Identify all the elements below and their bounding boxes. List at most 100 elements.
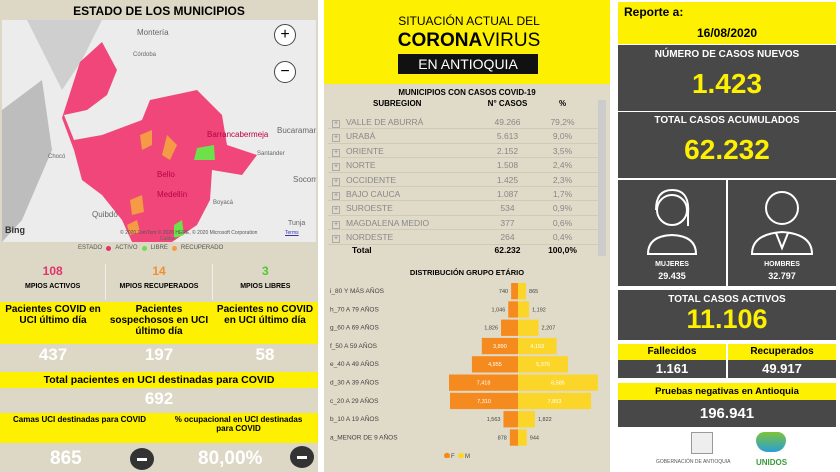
table-row[interactable]: + ORIENTE 2.152 3,5% <box>328 144 598 159</box>
expand-icon[interactable]: + <box>332 220 340 229</box>
pct-cell: 1,7% <box>552 188 573 199</box>
legend-m: M <box>465 454 470 458</box>
fallecidos-value: 1.161 <box>618 360 726 378</box>
map-label: Medellín <box>157 190 188 199</box>
subregion-table: SUBREGION N° CASOS % + VALLE DE ABURRÁ 49.… <box>328 99 598 255</box>
sea-area-north <box>27 20 102 90</box>
zoom-out-button[interactable]: − <box>274 61 296 83</box>
expand-icon[interactable]: + <box>332 134 340 143</box>
legend-f: F <box>451 454 455 458</box>
bar-m[interactable] <box>518 429 527 446</box>
subregion-name: NORTE <box>346 160 376 171</box>
table-row[interactable]: + NORDESTE 264 0,4% <box>328 230 598 245</box>
total-casos: 62.232 <box>494 244 521 255</box>
bar-f[interactable] <box>501 319 518 336</box>
hombres-label: HOMBRES <box>764 261 800 268</box>
bar-m[interactable] <box>518 319 539 336</box>
bar-m[interactable] <box>518 301 530 318</box>
category-label: d_30 A 39 AÑOS <box>330 378 379 387</box>
expand-icon[interactable]: + <box>332 120 340 128</box>
data-label-f: 1,826 <box>484 326 498 332</box>
bar-m[interactable] <box>518 337 557 355</box>
bar-f[interactable] <box>509 429 518 446</box>
map-label: Quibdó <box>92 210 118 219</box>
subregion-cell: + BAJO CAUCA <box>328 187 480 200</box>
camas-value: 865 <box>50 448 82 469</box>
bar-f[interactable] <box>471 356 518 373</box>
bar-f[interactable] <box>481 337 518 355</box>
bar-f[interactable] <box>511 283 518 300</box>
pct-cell: 79,2% <box>550 117 575 127</box>
map-label: Santander <box>257 151 285 157</box>
expand-icon[interactable]: + <box>332 177 340 186</box>
expand-icon[interactable]: + <box>332 235 340 244</box>
legend-f-icon <box>444 452 450 458</box>
table-row[interactable]: + VALLE DE ABURRÁ 49.266 79,2% <box>328 115 598 130</box>
expand-icon[interactable]: + <box>332 148 340 157</box>
pct-cell: 0,6% <box>552 217 573 228</box>
bar-m[interactable] <box>518 283 527 300</box>
casos-cell: 1.425 <box>496 174 519 185</box>
table-scrollbar[interactable] <box>598 100 606 256</box>
table-row[interactable]: + SUROESTE 534 0,9% <box>328 201 598 216</box>
table-row[interactable]: + MAGDALENA MEDIO 377 0,6% <box>328 216 598 231</box>
mpios-stats: 108 MPIOS ACTIVOS 14 MPIOS RECUPERADOS 3 MP… <box>0 264 318 300</box>
mpios-recuperados-label: MPIOS RECUPERADOS <box>119 283 199 290</box>
middle-panel: SITUACIÓN ACTUAL DEL CORONAVIRUS EN ANTI… <box>324 0 610 472</box>
data-label-m: 5,376 <box>536 362 550 368</box>
pct-cell: 0,4% <box>552 232 573 243</box>
col-subregion[interactable]: SUBREGION <box>373 99 422 108</box>
legend-recuperado: RECUPERADO <box>180 245 224 251</box>
casos-cell: 2.152 <box>496 145 519 156</box>
subregion-cell: + VALLE DE ABURRÁ <box>328 115 480 128</box>
category-label: f_50 A 59 AÑOS <box>330 341 378 350</box>
bar-m[interactable] <box>518 374 598 391</box>
map-label: Bello <box>157 170 175 179</box>
table-row[interactable]: + OCCIDENTE 1.425 2,3% <box>328 173 598 187</box>
zoom-in-button[interactable]: + <box>274 24 296 46</box>
subregion-name: MAGDALENA MEDIO <box>346 217 430 228</box>
bar-f[interactable] <box>508 301 518 318</box>
pruebas-value: 196.941 <box>618 400 836 427</box>
table-row[interactable]: + BAJO CAUCA 1.087 1,7% <box>328 187 598 202</box>
man-icon <box>750 191 814 255</box>
map-label: Boyacá <box>213 200 234 206</box>
total-uci-label: Total pacientes en UCI destinadas para C… <box>0 372 318 388</box>
bar-m[interactable] <box>518 356 569 373</box>
mpios-activos-label: MPIOS ACTIVOS <box>24 283 81 290</box>
bar-f[interactable] <box>448 374 518 391</box>
nuevos-value: 1.423 <box>691 68 763 99</box>
data-label-f: 7,310 <box>477 399 491 405</box>
legend-m-icon <box>458 452 464 458</box>
col-pct[interactable]: % <box>558 99 567 108</box>
expand-icon[interactable]: + <box>332 191 340 200</box>
libre-areas <box>174 145 215 238</box>
fallecidos-label: Fallecidos <box>618 344 726 360</box>
bar-f[interactable] <box>450 392 518 410</box>
uci-sospechosos-value: 197 <box>144 345 174 364</box>
bar-m[interactable] <box>518 392 592 410</box>
table-title: MUNICIPIOS CON CASOS COVID-19 <box>398 88 536 97</box>
activo-dot-icon <box>106 245 112 251</box>
header-line3: EN ANTIOQUIA <box>398 54 538 74</box>
table-row[interactable]: + NORTE 1.508 2,4% <box>328 158 598 173</box>
category-label: c_20 A 29 AÑOS <box>330 396 379 405</box>
col-casos[interactable]: N° CASOS <box>487 99 528 108</box>
terms-link[interactable]: Terms <box>285 230 299 236</box>
data-label-m: 1,822 <box>538 417 552 423</box>
bar-m[interactable] <box>518 411 535 428</box>
table-body: + VALLE DE ABURRÁ 49.266 79,2% + URABÁ 5.613 9,… <box>328 115 598 245</box>
total-label: Total <box>352 244 372 255</box>
bar-f[interactable] <box>503 411 518 428</box>
category-label: e_40 A 49 AÑOS <box>330 359 379 368</box>
expand-icon[interactable]: + <box>332 163 340 172</box>
subregion-name: VALLE DE ABURRÁ <box>346 117 424 127</box>
table-total-row: Total 62.232 100,0% <box>328 245 598 255</box>
escudo-logo <box>691 432 713 454</box>
table-row[interactable]: + URABÁ 5.613 9,0% <box>328 129 598 144</box>
map-label: Barrancabermeja <box>207 130 269 139</box>
recuperados-value: 49.917 <box>728 360 836 378</box>
map[interactable]: Montería Córdoba Barrancabermeja Bucaram… <box>2 20 316 242</box>
expand-icon[interactable]: + <box>332 206 340 215</box>
uci-covid-label: Pacientes COVID en UCI último día <box>5 304 101 326</box>
